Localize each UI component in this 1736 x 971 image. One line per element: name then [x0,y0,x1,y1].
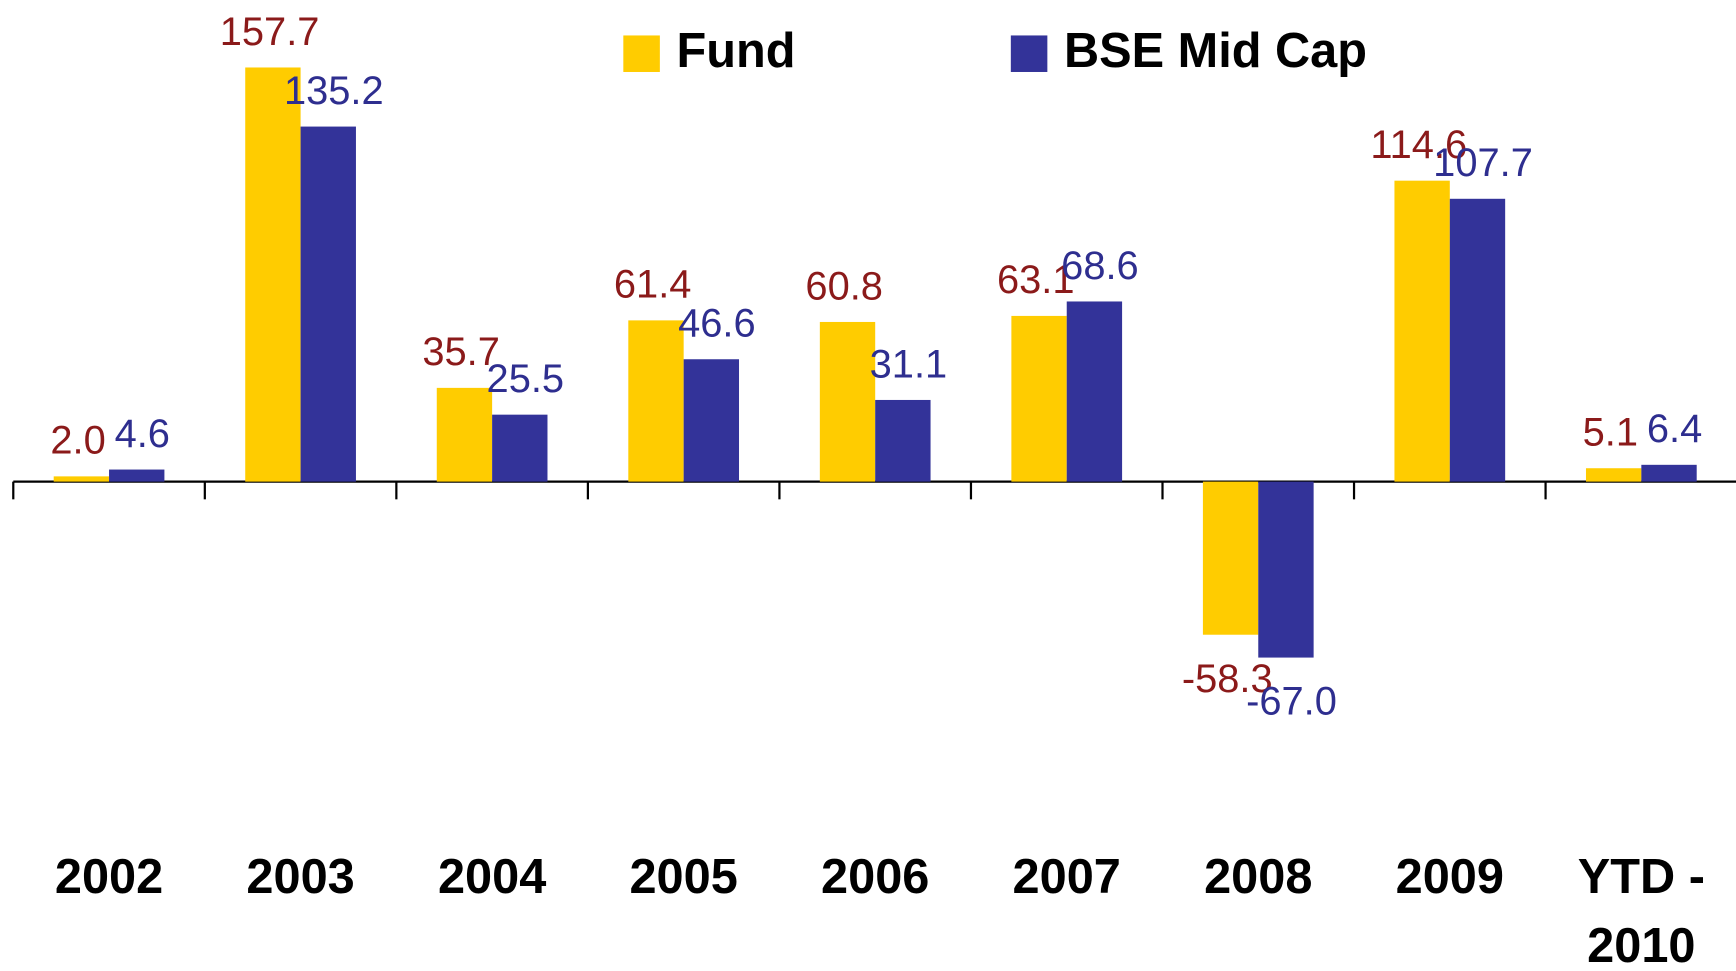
value-label: 107.7 [1433,141,1533,185]
bar [1585,468,1642,482]
x-tick-label: 2008 [1204,850,1312,904]
value-label: 2.0 [50,419,105,463]
value-label: 5.1 [1583,411,1638,455]
value-label: 157.7 [220,10,320,54]
bar [1641,464,1697,482]
value-label: 31.1 [870,342,948,386]
bar [1066,301,1123,482]
legend-label: BSE Mid Cap [1064,24,1367,78]
bar [1011,315,1067,482]
value-label: 6.4 [1647,407,1702,451]
value-label: 135.2 [284,69,384,113]
value-label: 61.4 [614,263,692,307]
bar [875,399,931,482]
x-tick-label: 2007 [1013,850,1121,904]
bar [683,359,740,482]
bar [245,67,301,482]
legend-swatch [1010,35,1048,72]
bar [109,469,165,482]
value-label: 25.5 [487,357,565,401]
bar [1394,180,1450,482]
value-label: 4.6 [115,412,170,456]
x-tick-label: YTD -2010 [1578,850,1705,971]
bar [819,321,876,482]
value-label: 46.6 [678,302,756,346]
value-label: 35.7 [422,330,500,374]
value-label: 114.6 [1370,123,1467,167]
value-label: -58.3 [1182,657,1273,701]
value-label: 63.1 [997,258,1075,302]
bar [436,387,493,482]
x-tick-label: 2009 [1396,850,1504,904]
x-tick-label: 2003 [246,850,354,904]
x-tick-label: 2002 [55,850,163,904]
bar [300,126,356,482]
bar [628,320,684,482]
bar [1202,481,1259,635]
x-tick-label: 2005 [629,850,737,904]
value-label: 60.8 [805,264,883,308]
bar [1258,481,1314,658]
value-label: -67.0 [1246,680,1337,724]
x-tick-label: 2006 [821,850,929,904]
bar [492,414,548,482]
x-tick-label: 2004 [438,850,546,904]
legend-label: Fund [676,24,795,78]
bar [53,476,110,482]
value-label: 68.6 [1061,244,1139,288]
bar [1449,198,1506,482]
legend-swatch [623,35,660,72]
